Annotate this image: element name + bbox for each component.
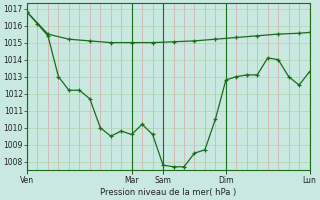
X-axis label: Pression niveau de la mer( hPa ): Pression niveau de la mer( hPa ) — [100, 188, 236, 197]
